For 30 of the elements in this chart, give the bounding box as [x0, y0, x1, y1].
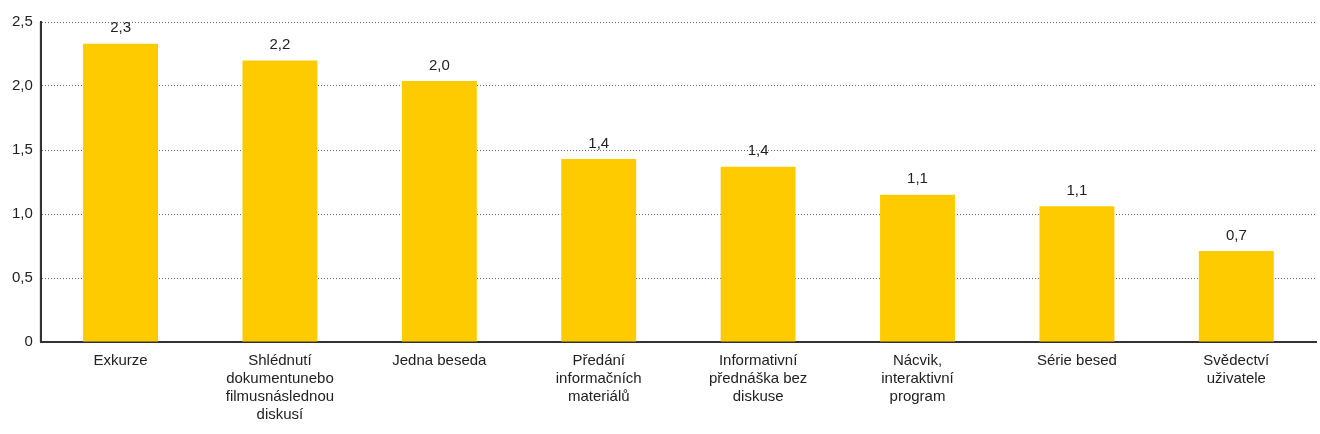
- x-tick-label: Nácvik, interaktivní program: [881, 351, 955, 405]
- data-label: 2,2: [269, 35, 291, 53]
- y-tick-label: 0,5: [11, 268, 33, 286]
- bar: [561, 158, 637, 342]
- y-tick-label: 0: [24, 332, 33, 350]
- data-label: 2,3: [110, 18, 131, 36]
- x-tick-label: Exkurze: [93, 351, 148, 369]
- data-label: 1,4: [747, 141, 769, 159]
- x-tick-label: Informativní přednáška bez diskuse: [708, 351, 808, 405]
- data-label: 1,1: [1066, 180, 1088, 198]
- data-label: 1,1: [907, 169, 928, 187]
- x-tick-label: Předání informačních materiálů: [555, 351, 642, 405]
- data-label: 1,4: [588, 133, 610, 151]
- bar: [1198, 251, 1274, 342]
- bar: [880, 194, 955, 342]
- bar: [720, 166, 796, 342]
- y-tick-label: 2,5: [11, 12, 33, 30]
- x-tick-label: Série besed: [1036, 351, 1117, 369]
- y-tick-label: 1,5: [11, 140, 33, 158]
- data-label: 0,7: [1225, 225, 1247, 243]
- bar: [242, 60, 318, 342]
- x-tick-label: Shlédnutí dokumentunebo filmusnáslednou diskusí: [225, 351, 335, 423]
- y-tick-label: 1,0: [11, 204, 33, 222]
- bar: [1039, 206, 1115, 342]
- data-label: 2,0: [428, 55, 450, 73]
- bar: [83, 43, 159, 342]
- bar: [401, 80, 477, 342]
- y-tick-label: 2,0: [11, 76, 33, 94]
- x-tick-label: Jedna beseda: [392, 351, 488, 369]
- x-tick-label: Svědectví uživatele: [1203, 351, 1271, 387]
